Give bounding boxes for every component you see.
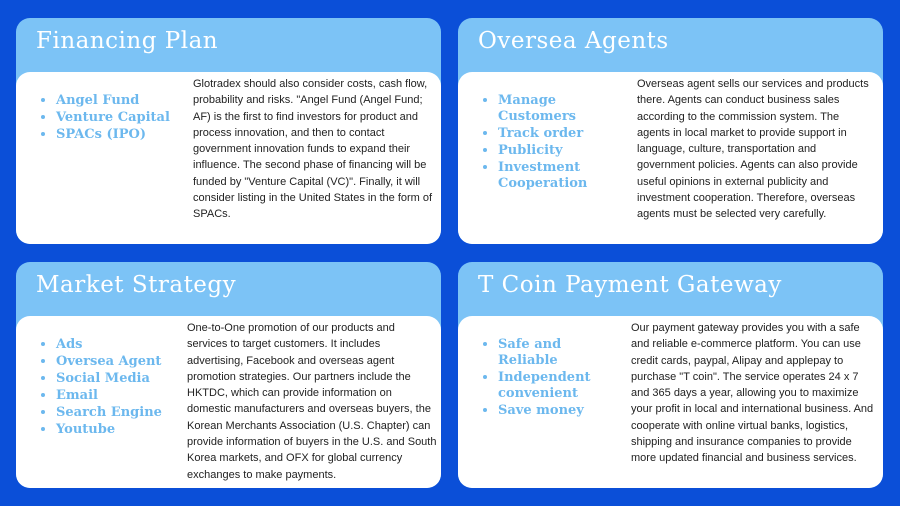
description: Overseas agent sells our services and pr…: [637, 78, 869, 221]
card-body: AdsOversea AgentSocial MediaEmailSearch …: [16, 316, 441, 488]
description: Our payment gateway provides you with a …: [631, 322, 874, 465]
bullet-list: Angel FundVenture CapitalSPACs (IPO): [38, 92, 186, 143]
bullet-item: Safe and Reliable: [498, 336, 598, 369]
card: Market Strategy AdsOversea AgentSocial Me…: [16, 262, 441, 488]
bullet-item: Email: [56, 387, 186, 404]
bullet-item: Oversea Agent: [56, 353, 186, 370]
bullet-item: Youtube: [56, 421, 186, 438]
bullet-item: Search Engine: [56, 404, 186, 421]
card-title: Market Strategy: [36, 272, 237, 298]
card: Financing Plan Angel FundVenture CapitalS…: [16, 18, 441, 244]
bullet-item: Track order: [498, 125, 630, 142]
bullet-item: Ads: [56, 336, 186, 353]
bullet-item: Investment Cooperation: [498, 159, 630, 192]
bullet-list: Manage CustomersTrack orderPublicityInve…: [480, 92, 630, 192]
bullet-item: Independent convenient: [498, 369, 598, 402]
bullet-item: Save money: [498, 402, 598, 419]
bullet-item: Social Media: [56, 370, 186, 387]
bullet-item: SPACs (IPO): [56, 126, 186, 143]
bullet-item: Manage Customers: [498, 92, 630, 125]
description: One-to-One promotion of our products and…: [187, 322, 437, 481]
bullet-item: Publicity: [498, 142, 630, 159]
bullet-list: Safe and ReliableIndependent convenientS…: [480, 336, 598, 419]
card: Oversea Agents Manage CustomersTrack orde…: [458, 18, 883, 244]
bullet-item: Angel Fund: [56, 92, 186, 109]
card-title: Oversea Agents: [478, 28, 669, 54]
card-body: Angel FundVenture CapitalSPACs (IPO)Glot…: [16, 72, 441, 244]
card-body: Manage CustomersTrack orderPublicityInve…: [458, 72, 883, 244]
card-body: Safe and ReliableIndependent convenientS…: [458, 316, 883, 488]
card-title: Financing Plan: [36, 28, 219, 54]
bullet-item: Venture Capital: [56, 109, 186, 126]
card-title: T Coin Payment Gateway: [478, 272, 782, 298]
card: T Coin Payment Gateway Safe and ReliableI…: [458, 262, 883, 488]
description: Glotradex should also consider costs, ca…: [193, 78, 433, 221]
bullet-list: AdsOversea AgentSocial MediaEmailSearch …: [38, 336, 186, 438]
